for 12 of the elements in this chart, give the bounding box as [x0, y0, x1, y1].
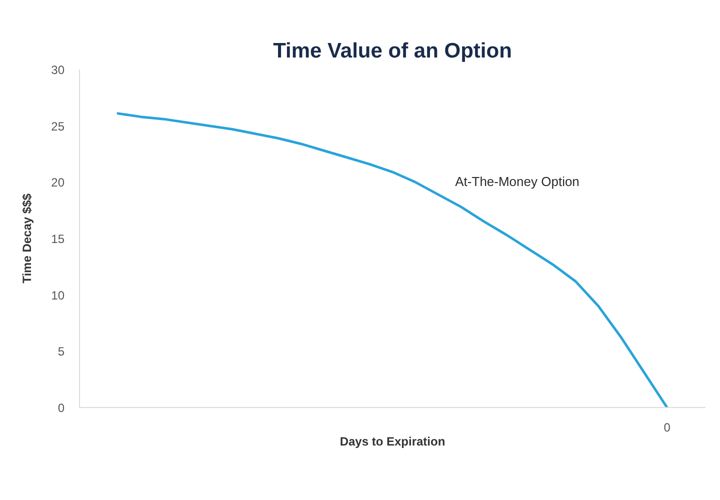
line-series [116, 112, 668, 408]
x-axis-title: Days to Expiration [340, 434, 446, 448]
series-label: At-The-Money Option [455, 174, 580, 189]
y-tick-label: 10 [51, 288, 65, 302]
y-tick-label: 25 [51, 119, 65, 134]
y-tick-label: 15 [51, 232, 65, 246]
y-tick-label: 0 [58, 401, 65, 415]
y-tick-label: 30 [51, 63, 65, 77]
y-tick-label: 5 [58, 344, 65, 359]
chart-title: Time Value of an Option [273, 40, 512, 62]
y-axis-title: Time Decay $$$ [20, 193, 34, 284]
y-tick-label: 20 [51, 176, 65, 190]
